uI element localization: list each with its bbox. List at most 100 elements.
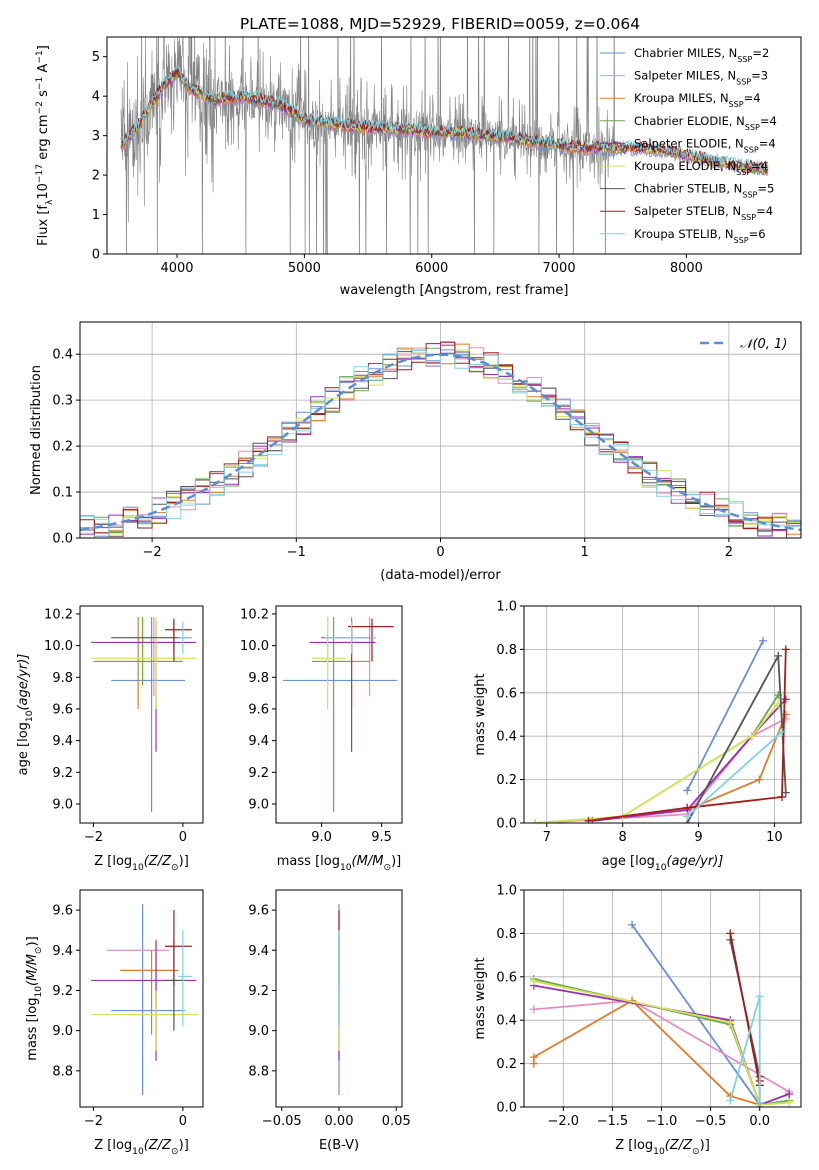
y-axis-label: mass [log10(M/M⊙)] (25, 936, 44, 1060)
x-tick-label: 6000 (415, 261, 448, 276)
mass_vs_ebv-ticks: −0.05 0.00 0.05 8.8 9.0 9.2 9.4 9.6 (248, 889, 411, 1129)
x-tick-label: 0 (179, 1114, 187, 1129)
residuals-ticks: −2 −1 0 1 2 0.0 0.1 0.2 0.3 0.4 (52, 321, 802, 560)
y-tick-label: 0 (92, 248, 100, 263)
series-line (686, 731, 783, 818)
y-tick-label: 10.0 (240, 639, 269, 654)
x-tick-label: 0 (179, 830, 187, 845)
y-tick-label: 9.2 (248, 766, 269, 781)
x-axis-label: Z [log10(Z/Z⊙)] (94, 1138, 189, 1157)
y-tick-label: 2 (92, 169, 100, 184)
spectrum-ticks: 4000 5000 6000 7000 8000 0 1 2 3 4 5 (92, 36, 802, 276)
axes-frame (523, 605, 802, 824)
series-line (535, 703, 779, 823)
y-tick-label: 0.2 (496, 1057, 517, 1072)
x-tick-label: −1.5 (597, 1114, 629, 1129)
series-point (529, 1053, 538, 1062)
series-point (785, 1089, 794, 1098)
y-tick-label: 4 (92, 90, 100, 105)
age_vs_mass-plot (283, 617, 398, 812)
y-tick-label: 3 (92, 129, 100, 144)
x-tick-label: −2 (143, 545, 162, 560)
x-axis-label: (data-model)/error (380, 568, 501, 583)
histogram-series (80, 341, 801, 538)
series-point (726, 1096, 735, 1105)
series-point (755, 775, 764, 784)
y-tick-label: 8.8 (52, 1064, 73, 1079)
y-tick-label: 9.6 (52, 904, 73, 919)
axes-frame (79, 605, 204, 824)
x-tick-label: 8 (619, 830, 627, 845)
y-tick-label: 9.4 (248, 734, 269, 749)
mass_weight_vs_Z-ticks: −2.0 −1.5 −1.0 −0.5 0.0 0.0 0.2 0.4 0.6 0.8 1.0 (496, 884, 802, 1129)
series-point (781, 788, 790, 797)
y-tick-label: 9.6 (248, 702, 269, 717)
x-tick-label: 2 (725, 545, 733, 560)
axes-frame (523, 889, 802, 1108)
y-tick-label: 9.8 (248, 671, 269, 686)
y-tick-label: 9.0 (248, 797, 269, 812)
y-tick-label: 0.0 (52, 532, 73, 547)
age_vs_Z-ticks: −2 0 9.0 9.2 9.4 9.6 9.8 10.0 10.2 (44, 605, 204, 845)
y-tick-label: 0.8 (496, 643, 517, 658)
x-tick-label: 9.5 (371, 830, 392, 845)
series-point (759, 636, 768, 645)
series-point (785, 1098, 794, 1107)
x-tick-label: 8000 (670, 261, 703, 276)
x-tick-label: 4000 (160, 261, 193, 276)
y-tick-label: 9.0 (52, 797, 73, 812)
y-tick-label: 9.4 (52, 734, 73, 749)
x-tick-label: −2 (84, 1114, 103, 1129)
series-point (778, 727, 787, 736)
x-tick-label: 9 (694, 830, 702, 845)
y-tick-label: 0.2 (52, 440, 73, 455)
histogram-plot (80, 341, 801, 538)
y-tick-label: 0.0 (496, 817, 517, 832)
legend-label: Chabrier STELIB, NSSP=5 (634, 182, 774, 200)
series-point (778, 792, 787, 801)
y-tick-label: 0.6 (496, 686, 517, 701)
series-point (584, 816, 593, 823)
x-axis-label: Z [log10(Z/Z⊙)] (94, 854, 189, 873)
mass_vs_Z-plot (91, 904, 199, 1095)
age_vs_mass-ticks: 9.0 9.5 9.0 9.2 9.4 9.6 9.8 10.0 10.2 (240, 605, 403, 845)
y-tick-label: 1.0 (496, 600, 517, 615)
series-point (529, 977, 538, 986)
legend-label: Chabrier MILES, NSSP=2 (634, 46, 769, 64)
y-axis-label: mass weight (473, 957, 488, 1039)
mass_weight_vs_age-ticks: 7 8 9 10 0.0 0.2 0.4 0.6 0.8 1.0 (496, 600, 802, 845)
y-tick-label: 0.4 (52, 348, 73, 363)
y-tick-label: 9.6 (248, 904, 269, 919)
legend-label: Salpeter MILES, NSSP=3 (634, 69, 768, 87)
spectrum-legend: Chabrier MILES, NSSP=2 Salpeter MILES, NS… (600, 46, 777, 244)
x-tick-label: 9.0 (311, 830, 332, 845)
y-axis-label: Normed distribution (29, 365, 44, 495)
mass_weight_vs_Z-plot (529, 920, 794, 1107)
y-tick-label: 0.1 (52, 486, 73, 501)
figure-title: PLATE=1088, MJD=52929, FIBERID=0059, z=0… (240, 15, 640, 33)
legend-label: 𝒩(0, 1) (740, 337, 787, 352)
series-point (683, 803, 692, 812)
series-point (628, 920, 637, 929)
series-point (781, 710, 790, 719)
series-point (781, 645, 790, 654)
legend-label: Kroupa MILES, NSSP=4 (634, 91, 761, 109)
x-axis-label: age [log10(age/yr)] (602, 854, 724, 873)
axes-frame (106, 36, 802, 255)
y-tick-label: 0.6 (496, 970, 517, 985)
y-tick-label: 0.4 (496, 1014, 517, 1029)
x-axis-label: Z [log10(Z/Z⊙)] (615, 1138, 710, 1157)
x-axis-label: E(B-V) (319, 1138, 359, 1153)
legend-label: Salpeter STELIB, NSSP=4 (634, 204, 773, 222)
y-tick-label: 1 (92, 208, 100, 223)
age_vs_Z-plot (91, 617, 197, 812)
y-axis-label: Flux [fλ10−17 erg cm−2 s−1 A−1] (35, 45, 55, 246)
series-line (588, 649, 787, 822)
y-tick-label: 0.3 (52, 394, 73, 409)
x-axis-label: mass [log10(M/M⊙)] (277, 854, 401, 873)
x-tick-label: −2 (84, 830, 103, 845)
x-tick-label: −0.5 (695, 1114, 727, 1129)
spectrum-plot (120, 37, 769, 254)
axes-frame (275, 605, 403, 824)
